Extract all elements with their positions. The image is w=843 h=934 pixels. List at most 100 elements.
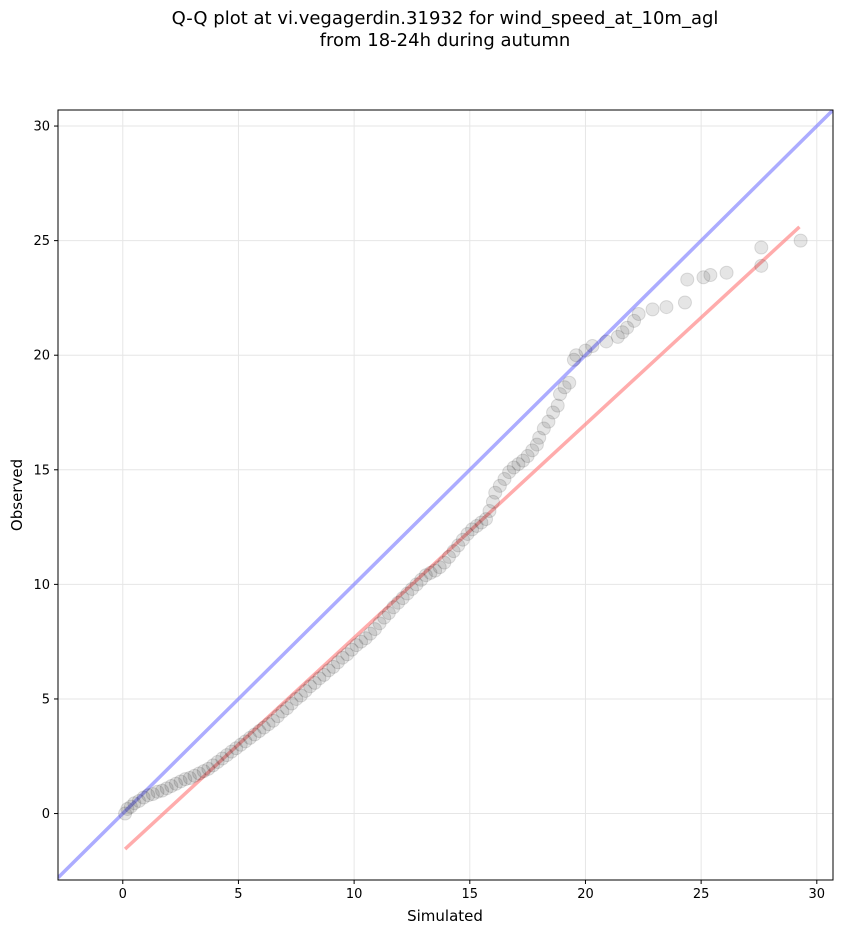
data-point — [414, 572, 429, 587]
data-point — [210, 754, 225, 769]
data-point — [354, 634, 369, 649]
data-point — [428, 563, 443, 578]
data-point — [358, 631, 373, 646]
data-point — [599, 334, 614, 349]
data-point — [409, 577, 424, 592]
axes-frame — [57, 109, 834, 881]
y-tick-label: 25 — [33, 234, 50, 249]
data-point — [340, 647, 355, 662]
data-point — [182, 771, 197, 786]
data-point — [703, 268, 718, 282]
data-point — [127, 796, 142, 811]
data-point — [243, 730, 258, 745]
data-point — [677, 295, 692, 310]
data-point — [381, 606, 396, 621]
x-tick-label: 15 — [462, 887, 479, 902]
data-point — [321, 663, 336, 678]
data-point — [585, 339, 600, 354]
data-point — [754, 258, 769, 273]
x-tick-label: 5 — [234, 887, 242, 902]
chart-title-line-2: from 18-24h during autumn — [319, 30, 571, 51]
data-point — [219, 748, 234, 763]
data-point — [659, 300, 674, 315]
data-point — [298, 683, 313, 698]
data-point — [400, 586, 415, 601]
data-point — [326, 659, 341, 674]
data-point — [303, 679, 318, 694]
data-point — [293, 688, 308, 703]
data-point — [488, 485, 503, 500]
data-point — [404, 581, 419, 596]
y-tick-label: 15 — [33, 463, 50, 478]
y-tick-label: 10 — [33, 578, 50, 593]
data-point — [178, 772, 193, 787]
data-point — [136, 790, 151, 805]
data-point — [511, 457, 526, 472]
data-point — [238, 734, 253, 749]
data-point — [485, 494, 500, 509]
data-point — [550, 398, 565, 413]
data-point — [520, 449, 535, 464]
data-point — [215, 751, 230, 766]
data-point — [446, 544, 461, 559]
data-point — [432, 560, 447, 575]
data-point — [372, 616, 387, 631]
data-point — [224, 744, 239, 759]
data-point — [418, 568, 433, 583]
data-point — [541, 414, 556, 429]
data-point — [247, 727, 262, 742]
data-point — [168, 776, 183, 791]
data-point — [233, 737, 248, 752]
data-point — [536, 421, 551, 436]
data-point — [275, 704, 290, 719]
data-point — [284, 696, 299, 711]
y-tick-label: 5 — [42, 692, 50, 707]
data-point — [266, 713, 281, 728]
data-point — [469, 518, 484, 533]
data-point — [196, 764, 211, 779]
data-point — [566, 352, 581, 367]
data-point — [270, 709, 285, 724]
data-point — [680, 272, 695, 287]
data-point — [615, 325, 630, 340]
y-tick-label: 20 — [33, 349, 50, 364]
data-point — [173, 774, 188, 789]
data-point — [696, 270, 711, 285]
data-point — [525, 443, 540, 458]
data-point — [141, 788, 156, 803]
data-point — [312, 671, 327, 686]
data-point — [502, 465, 517, 480]
data-point — [451, 538, 466, 553]
x-ticks: 0 5 10 15 20 25 30 — [119, 880, 825, 902]
data-point — [455, 532, 470, 547]
x-tick-label: 30 — [809, 887, 826, 902]
data-point — [482, 504, 497, 519]
data-point — [492, 478, 507, 493]
data-point — [344, 642, 359, 657]
data-point — [395, 591, 410, 606]
data-point — [307, 675, 322, 690]
data-point — [553, 387, 568, 402]
data-point — [261, 717, 276, 732]
data-point — [423, 565, 438, 580]
data-point — [754, 240, 769, 255]
data-point — [631, 306, 646, 321]
data-point — [465, 522, 480, 537]
data-point — [206, 758, 220, 773]
data-point — [377, 610, 392, 625]
chart-title: Q-Q plot at vi.vegagerdin.31932 for wind… — [0, 8, 843, 52]
reference-lines — [58, 110, 833, 879]
data-point — [201, 761, 216, 776]
data-point — [317, 667, 332, 682]
chart-title-line-1: Q-Q plot at vi.vegagerdin.31932 for wind… — [171, 8, 719, 29]
data-point — [256, 720, 271, 735]
data-point — [289, 691, 304, 706]
data-point — [155, 783, 170, 798]
data-point — [145, 787, 160, 802]
data-point — [252, 724, 267, 739]
data-point — [391, 595, 406, 610]
data-point — [562, 375, 577, 390]
data-point — [557, 380, 572, 395]
data-point — [187, 768, 202, 783]
